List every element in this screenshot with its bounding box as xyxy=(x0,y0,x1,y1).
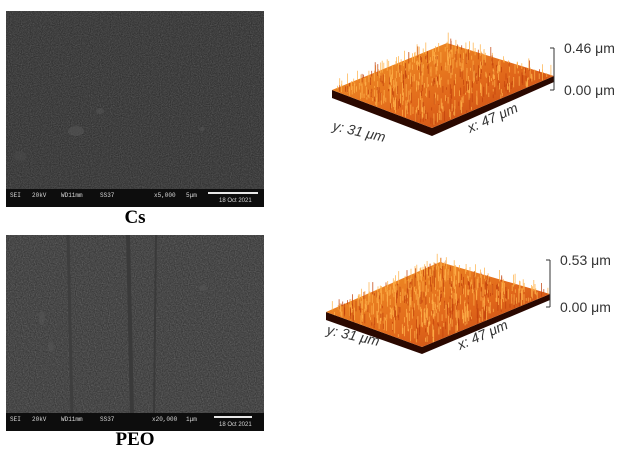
sem-info-bar: SEI 20kV WD11mm SS37 x5,000 5μm 18 Oct 2… xyxy=(6,189,264,207)
sem-image-cs: SEI 20kV WD11mm SS37 x5,000 5μm 18 Oct 2… xyxy=(6,11,264,207)
afm-roughness-peaks xyxy=(337,32,552,126)
sem-detector: SEI xyxy=(10,416,21,423)
afm-3d-peo: 0.53 μm 0.00 μm y: 31 μm x: 47 μm xyxy=(322,232,622,372)
sem-texture xyxy=(6,11,264,207)
afm-z-max: 0.46 μm xyxy=(564,40,615,56)
sem-voltage: 20kV xyxy=(32,416,47,423)
sem-scale-bar xyxy=(214,416,252,418)
sem-texture xyxy=(6,235,264,431)
afm-z-max: 0.53 μm xyxy=(560,252,611,268)
afm-z-min: 0.00 μm xyxy=(560,299,611,315)
sem-date: 18 Oct 2021 xyxy=(219,422,252,428)
sem-image-peo: SEI 20kV WD11mm SS37 x20,000 1μm 18 Oct … xyxy=(6,235,264,431)
sem-sample-id: SS37 xyxy=(100,192,115,199)
sem-sample-id: SS37 xyxy=(100,416,115,423)
sem-magnification: x20,000 xyxy=(152,416,178,423)
sem-voltage: 20kV xyxy=(32,192,47,199)
afm-y-axis-label: y: 31 μm xyxy=(330,117,387,145)
afm-base xyxy=(332,76,554,136)
afm-z-min: 0.00 μm xyxy=(564,82,615,98)
sem-scale-bar xyxy=(208,192,258,194)
afm-base xyxy=(326,294,550,354)
afm-3d-cs: 0.46 μm 0.00 μm y: 31 μm x: 47 μm xyxy=(322,18,622,158)
sem-date: 18 Oct 2021 xyxy=(219,198,252,204)
sem-scale-value: 5μm xyxy=(186,192,197,199)
sem-detector: SEI xyxy=(10,192,21,199)
sem-working-distance: WD11mm xyxy=(61,416,83,423)
sem-info-bar: SEI 20kV WD11mm SS37 x20,000 1μm 18 Oct … xyxy=(6,413,264,431)
sem-working-distance: WD11mm xyxy=(61,192,83,199)
sem-scale-value: 1μm xyxy=(186,416,197,423)
caption-peo: PEO xyxy=(115,429,155,450)
sem-magnification: x5,000 xyxy=(154,192,176,199)
caption-cs: Cs xyxy=(124,207,146,228)
afm-roughness-peaks xyxy=(331,253,549,343)
